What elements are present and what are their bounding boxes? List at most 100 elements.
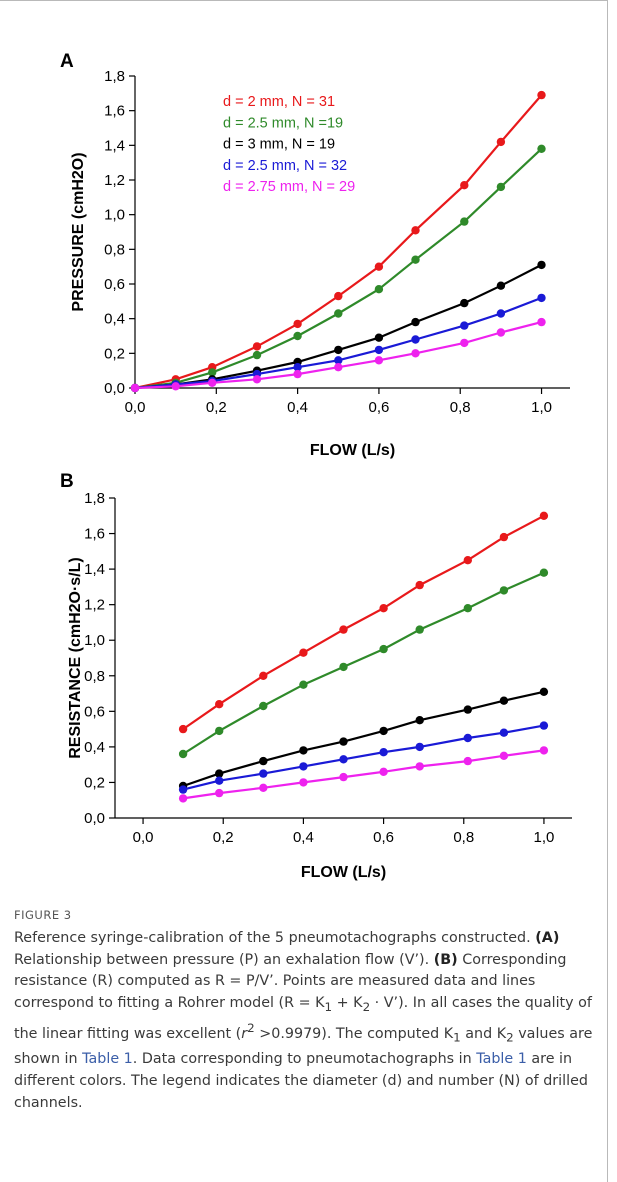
y-tick-label: 0,4 bbox=[104, 311, 125, 328]
data-point bbox=[537, 144, 546, 153]
data-point bbox=[496, 137, 506, 147]
data-point bbox=[374, 356, 384, 365]
data-point bbox=[463, 756, 472, 766]
x-tick-label: 0,4 bbox=[293, 829, 314, 846]
x-tick-label: 1,0 bbox=[534, 829, 555, 846]
panel-label-b: B bbox=[60, 471, 74, 492]
data-point bbox=[339, 755, 348, 764]
x-tick-label: 0,8 bbox=[453, 829, 474, 846]
y-tick-label: 1,6 bbox=[104, 103, 125, 120]
table-1-link[interactable]: Table 1 bbox=[82, 1051, 133, 1068]
data-point bbox=[178, 724, 188, 734]
table-1-link-2[interactable]: Table 1 bbox=[476, 1051, 527, 1068]
series-line-5 bbox=[182, 749, 545, 800]
y-tick-label: 0,2 bbox=[104, 345, 125, 362]
y-tick-label: 1,0 bbox=[104, 207, 125, 224]
x-tick-label: 0,8 bbox=[450, 399, 471, 416]
data-point bbox=[496, 309, 506, 318]
data-point bbox=[208, 378, 217, 387]
data-point bbox=[537, 260, 546, 270]
data-point bbox=[411, 255, 420, 264]
data-point bbox=[415, 716, 424, 725]
data-point bbox=[339, 737, 348, 746]
data-point bbox=[339, 662, 348, 672]
series-line-3 bbox=[182, 690, 545, 788]
data-point bbox=[411, 226, 420, 235]
data-point bbox=[293, 319, 302, 329]
y-tick-label: 1,8 bbox=[84, 490, 105, 507]
series-line-4 bbox=[182, 724, 545, 791]
y-tick-label: 0,2 bbox=[84, 774, 105, 791]
data-point bbox=[374, 333, 384, 342]
y-tick-label: 1,8 bbox=[104, 68, 125, 85]
y-tick-label: 1,0 bbox=[84, 632, 105, 649]
data-point bbox=[374, 345, 384, 355]
data-point bbox=[215, 726, 224, 736]
data-point bbox=[379, 767, 388, 776]
data-point bbox=[537, 90, 546, 100]
x-tick-label: 0,6 bbox=[368, 399, 389, 416]
data-point bbox=[334, 363, 343, 372]
x-axis-title: FLOW (L/s) bbox=[310, 442, 395, 459]
data-point bbox=[334, 345, 343, 355]
data-point bbox=[252, 342, 262, 351]
y-tick-label: 0,8 bbox=[84, 668, 105, 685]
panel-label-a: A bbox=[60, 51, 74, 72]
y-axis-title: PRESSURE (cmH2O) bbox=[70, 152, 87, 311]
data-point bbox=[496, 281, 506, 290]
x-tick-label: 0,2 bbox=[213, 829, 234, 846]
data-point bbox=[259, 756, 268, 766]
data-point bbox=[215, 769, 224, 778]
data-point bbox=[379, 604, 388, 613]
series-line-1 bbox=[182, 514, 545, 731]
data-point bbox=[539, 511, 549, 520]
caption-text: Reference syringe-calibration of the 5 p… bbox=[14, 930, 593, 1111]
data-point bbox=[334, 356, 343, 365]
y-tick-label: 1,2 bbox=[104, 172, 125, 189]
y-tick-label: 0,4 bbox=[84, 739, 105, 756]
chart-b: B 0,0 0,2 0,4 0,6 0,8 1,0 1,2 1,4 1,6 1,8 0,0 0,2 0,… bbox=[60, 471, 572, 881]
y-tick-label: 0,6 bbox=[84, 703, 105, 720]
data-point bbox=[460, 217, 469, 226]
data-point bbox=[499, 751, 509, 760]
data-point bbox=[463, 705, 472, 714]
y-tick-label: 1,4 bbox=[104, 137, 125, 154]
data-point bbox=[463, 604, 472, 613]
data-point bbox=[293, 331, 302, 341]
data-point bbox=[293, 369, 302, 379]
data-point bbox=[411, 349, 420, 358]
data-point bbox=[374, 285, 384, 294]
data-point bbox=[299, 648, 308, 657]
data-point bbox=[299, 746, 308, 755]
data-point bbox=[259, 701, 268, 711]
y-tick-label: 0,6 bbox=[104, 276, 125, 293]
data-point bbox=[252, 375, 262, 384]
series-line-1 bbox=[134, 94, 543, 390]
data-point bbox=[299, 778, 308, 787]
data-point bbox=[499, 586, 509, 595]
figure-label: FIGURE 3 bbox=[14, 908, 72, 922]
data-point bbox=[415, 625, 424, 634]
series-line-2 bbox=[182, 571, 545, 755]
data-point bbox=[334, 291, 343, 301]
data-point bbox=[499, 532, 509, 542]
data-point bbox=[415, 580, 424, 590]
x-tick-label: 0,4 bbox=[287, 399, 308, 416]
data-point bbox=[259, 783, 268, 792]
data-point bbox=[293, 363, 302, 372]
data-point bbox=[215, 788, 224, 798]
caption-a-label: (A) bbox=[535, 930, 560, 946]
data-point bbox=[259, 671, 268, 680]
y-tick-label: 0,8 bbox=[104, 241, 125, 258]
data-point bbox=[415, 742, 424, 752]
data-point bbox=[537, 293, 546, 303]
chart-a: A 0,0 0,2 0,4 0,6 0,8 1,0 1,2 1,4 1,6 1,8 0,0 0,2 0,… bbox=[60, 51, 570, 459]
data-point bbox=[334, 309, 343, 318]
y-tick-label: 1,2 bbox=[84, 597, 105, 614]
data-point bbox=[499, 728, 509, 737]
legend-entry: d = 2.5 mm, N =19 bbox=[223, 115, 343, 131]
data-point bbox=[178, 749, 188, 759]
data-point bbox=[379, 748, 388, 757]
legend-entry: d = 3 mm, N = 19 bbox=[223, 137, 335, 153]
